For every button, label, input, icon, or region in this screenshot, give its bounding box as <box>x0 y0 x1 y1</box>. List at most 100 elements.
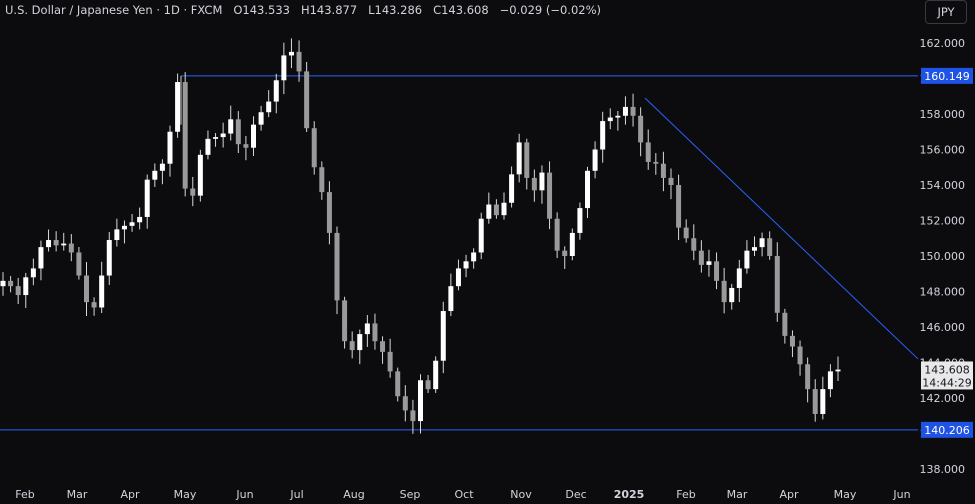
candle-body <box>820 389 826 414</box>
candle-body <box>600 121 606 150</box>
candle-body <box>182 82 188 189</box>
price-tick-label: 152.000 <box>920 215 966 228</box>
candle-body <box>774 256 780 313</box>
candle-body <box>402 396 408 411</box>
support-price-label: 140.206 <box>924 424 970 437</box>
candle-body <box>364 323 370 335</box>
time-tick-label: Oct <box>454 488 474 501</box>
candle-body <box>440 311 446 361</box>
symbol-legend: U.S. Dollar / Japanese Yen · 1D · FXCM O… <box>5 3 601 17</box>
candle-body <box>0 280 6 287</box>
price-tick-label: 154.000 <box>920 179 966 192</box>
candle-body <box>486 204 492 219</box>
candle-body <box>569 232 575 256</box>
candle-body <box>167 131 173 164</box>
currency-button[interactable]: JPY <box>925 0 967 24</box>
price-tick-label: 148.000 <box>920 286 966 299</box>
candle-body <box>463 261 469 269</box>
candle-body <box>547 172 553 219</box>
time-tick-label: May <box>834 488 857 501</box>
price-tick-label: 142.000 <box>920 392 966 405</box>
candle-body <box>387 351 393 372</box>
time-tick-label: Mar <box>727 488 748 501</box>
candle-body <box>554 218 560 251</box>
candle-body <box>706 261 712 265</box>
candle-body <box>622 106 628 116</box>
candle-body <box>15 286 21 296</box>
candle-body <box>84 275 89 303</box>
candle-body <box>197 154 203 196</box>
candle-body <box>410 410 416 422</box>
candle-body <box>8 280 14 287</box>
candle-body <box>645 142 651 162</box>
change-value: −0.029 (−0.02%) <box>499 3 601 17</box>
time-tick-label: Nov <box>510 488 532 501</box>
candle-body <box>805 364 811 390</box>
candle-body <box>516 142 522 175</box>
resistance-price-label-bg <box>921 67 973 84</box>
price-tick-label: 158.000 <box>920 108 966 121</box>
high-value: 143.877 <box>309 3 358 17</box>
low-label: L <box>368 3 375 17</box>
candle-body <box>38 247 44 269</box>
candle-body <box>311 128 317 168</box>
candle-body <box>349 341 355 351</box>
open-label: O <box>233 3 243 17</box>
time-tick-label: Mar <box>67 488 88 501</box>
candle-body <box>501 202 507 216</box>
close-label: C <box>433 3 442 17</box>
candle-body <box>30 268 36 278</box>
candle-body <box>615 115 621 118</box>
candle-body <box>334 232 340 301</box>
candle-body <box>326 192 332 233</box>
candle-body <box>273 80 279 102</box>
time-tick-label: Jun <box>235 488 253 501</box>
candle-body <box>418 380 423 422</box>
candle-body <box>175 82 181 132</box>
open-value: 143.533 <box>242 3 290 17</box>
time-tick-label: May <box>174 488 197 501</box>
resistance-price-label: 160.149 <box>924 70 970 83</box>
candle-body <box>121 225 127 230</box>
time-tick-label: Dec <box>565 488 586 501</box>
time-tick-label: 2025 <box>614 488 645 501</box>
candle-body <box>577 208 583 233</box>
candle-body <box>478 218 484 253</box>
candle-body <box>159 163 165 171</box>
candle-body <box>539 172 545 191</box>
trendline[interactable] <box>644 97 919 360</box>
candle-body <box>433 360 439 390</box>
candle-body <box>471 252 477 262</box>
price-tick-label: 146.000 <box>920 321 966 334</box>
candle-body <box>782 312 788 336</box>
candle-body <box>304 71 310 129</box>
candle-body <box>190 188 196 196</box>
candle-body <box>281 55 287 81</box>
candle-body <box>827 371 833 390</box>
time-tick-label: Feb <box>676 488 695 501</box>
candle-body <box>789 335 795 347</box>
candle-body <box>630 106 636 116</box>
candle-body <box>129 222 135 226</box>
candle-body <box>251 124 256 148</box>
candle-body <box>676 185 682 228</box>
time-tick-label: Apr <box>120 488 140 501</box>
candle-body <box>812 389 818 414</box>
candle-body <box>592 149 598 171</box>
price-tick-label: 162.000 <box>920 37 966 50</box>
candle-body <box>319 167 325 193</box>
candle-body <box>114 229 120 241</box>
close-value: 143.608 <box>441 3 489 17</box>
candle-body <box>144 179 150 217</box>
candle-body <box>137 216 143 223</box>
candle-body <box>23 277 29 296</box>
candle-body <box>152 170 158 180</box>
candle-body <box>585 170 590 209</box>
candle-body <box>61 243 67 246</box>
candle-body <box>691 238 697 251</box>
candle-body <box>736 268 742 288</box>
candle-body <box>266 101 272 113</box>
candle-body <box>228 119 234 134</box>
high-label: H <box>300 3 310 17</box>
